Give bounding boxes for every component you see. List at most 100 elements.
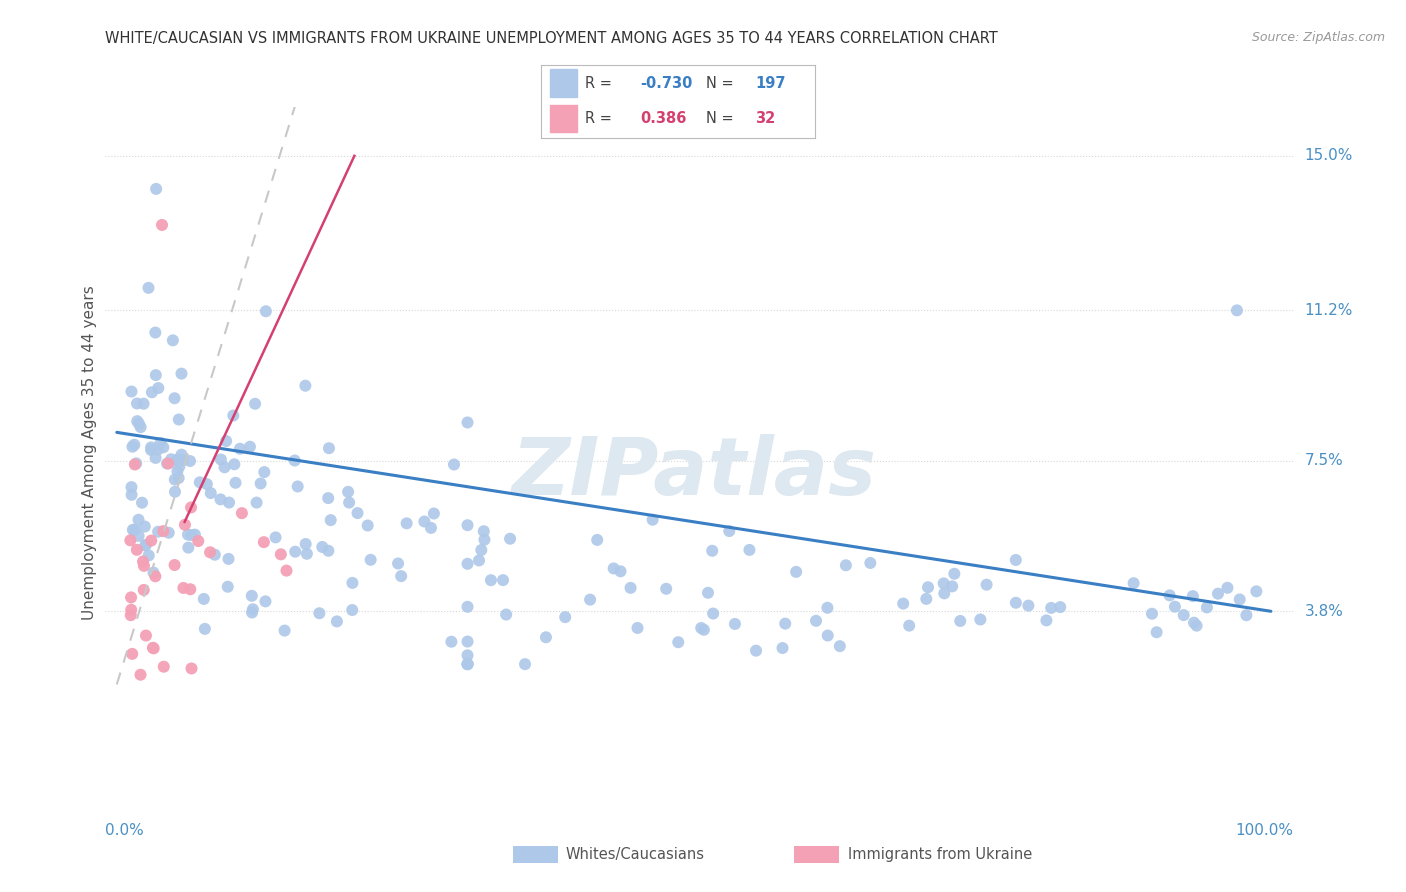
Point — [423, 507, 446, 521]
Point — [342, 575, 364, 590]
Point — [641, 513, 664, 527]
Point — [125, 396, 148, 410]
Point — [124, 458, 146, 472]
Point — [167, 471, 190, 485]
Point — [915, 591, 938, 606]
Point — [619, 581, 641, 595]
Point — [859, 556, 882, 570]
Point — [554, 610, 576, 624]
Point — [143, 569, 166, 583]
Point — [835, 558, 858, 573]
Text: Immigrants from Ukraine: Immigrants from Ukraine — [848, 847, 1032, 862]
Point — [337, 495, 360, 509]
Point — [253, 465, 276, 479]
Point — [253, 535, 276, 549]
Text: 7.5%: 7.5% — [1305, 453, 1343, 468]
Text: 0.0%: 0.0% — [105, 823, 145, 838]
Point — [457, 416, 479, 430]
Point — [1004, 553, 1026, 567]
Point — [163, 558, 186, 572]
Point — [943, 566, 966, 581]
Point — [949, 614, 972, 628]
Text: 100.0%: 100.0% — [1236, 823, 1294, 838]
Point — [804, 614, 827, 628]
Point — [898, 618, 921, 632]
Point — [132, 558, 155, 573]
Point — [138, 281, 160, 295]
Point — [817, 628, 839, 642]
Point — [135, 538, 157, 552]
Point — [579, 592, 602, 607]
Text: 15.0%: 15.0% — [1305, 148, 1353, 163]
Point — [264, 530, 287, 544]
Point — [1181, 589, 1204, 603]
Point — [120, 533, 142, 548]
Point — [209, 492, 232, 507]
Point — [1159, 588, 1181, 602]
Point — [180, 500, 202, 515]
Point — [240, 606, 263, 620]
Point — [1017, 599, 1039, 613]
Point — [969, 612, 991, 626]
Y-axis label: Unemployment Among Ages 35 to 44 years: Unemployment Among Ages 35 to 44 years — [82, 285, 97, 620]
Point — [499, 532, 522, 546]
Point — [273, 624, 295, 638]
Point — [785, 565, 807, 579]
Point — [157, 457, 180, 471]
Point — [172, 453, 194, 467]
Point — [917, 580, 939, 594]
Point — [337, 484, 360, 499]
Point — [134, 519, 156, 533]
Point — [586, 533, 609, 547]
Point — [174, 517, 197, 532]
Point — [124, 523, 146, 537]
Point — [127, 414, 149, 428]
Point — [242, 602, 264, 616]
Point — [828, 639, 851, 653]
Point — [420, 521, 443, 535]
Point — [180, 661, 202, 675]
Point — [1195, 600, 1218, 615]
Point — [1035, 614, 1057, 628]
Point — [245, 495, 267, 509]
Point — [187, 534, 209, 549]
Point — [287, 479, 309, 493]
Point — [170, 367, 193, 381]
Point — [718, 524, 741, 538]
Point — [239, 440, 262, 454]
Point — [254, 304, 277, 318]
Point — [142, 640, 165, 655]
Text: N =: N = — [706, 111, 734, 126]
Point — [128, 529, 150, 543]
Point — [316, 491, 339, 505]
Point — [693, 623, 716, 637]
Point — [135, 628, 157, 642]
Point — [284, 453, 307, 467]
Point — [179, 454, 201, 468]
Text: Source: ZipAtlas.com: Source: ZipAtlas.com — [1251, 31, 1385, 45]
Text: R =: R = — [585, 76, 612, 91]
Point — [145, 368, 167, 383]
Point — [132, 397, 155, 411]
Point — [773, 616, 796, 631]
Point — [180, 528, 202, 542]
Point — [311, 540, 333, 554]
Point — [167, 412, 190, 426]
Point — [346, 506, 368, 520]
Point — [457, 599, 479, 614]
Point — [1234, 608, 1257, 623]
Point — [146, 442, 169, 457]
Point — [150, 218, 173, 232]
Point — [204, 548, 226, 562]
Point — [702, 543, 724, 558]
Point — [198, 545, 221, 559]
Point — [141, 385, 163, 400]
Point — [284, 544, 307, 558]
Text: N =: N = — [706, 76, 734, 91]
Point — [891, 597, 914, 611]
Point — [697, 586, 720, 600]
Point — [270, 547, 292, 561]
Point — [360, 553, 382, 567]
Point — [815, 600, 838, 615]
Point — [152, 659, 174, 673]
